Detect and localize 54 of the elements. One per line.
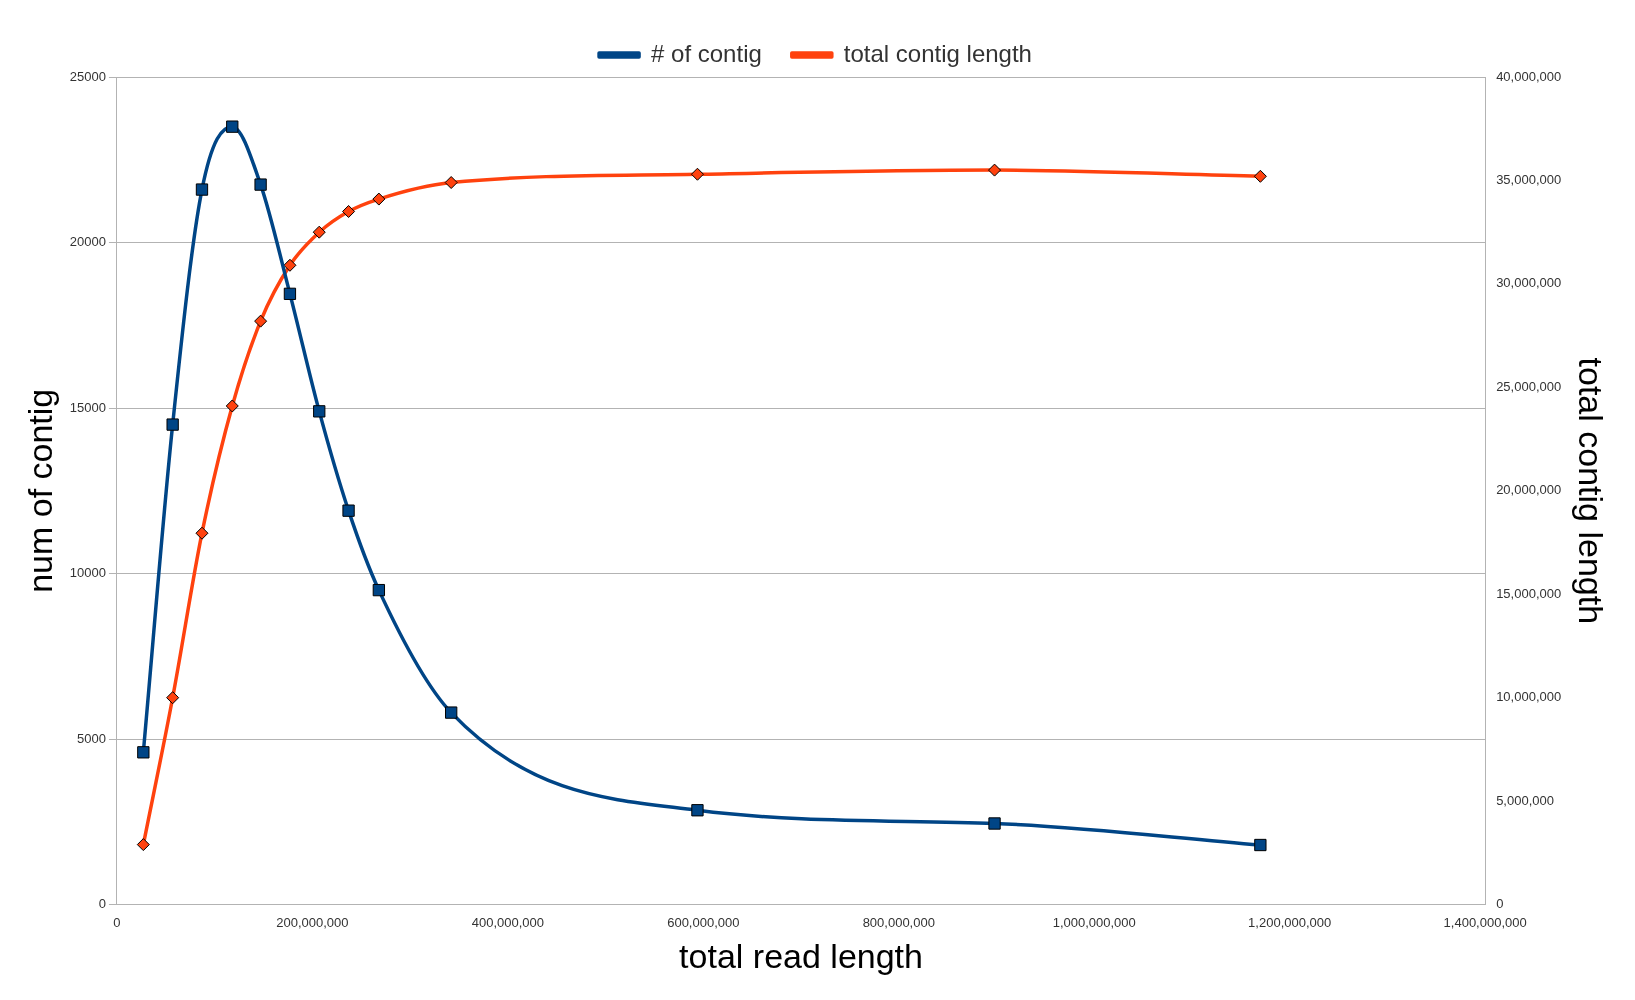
y-tick-label: 25000 [69,68,106,84]
point [312,225,326,239]
point [166,691,180,705]
legend-label: # of contig [651,39,762,67]
point [372,583,386,597]
point [254,178,267,191]
point [225,399,239,413]
y2-tick-label: 40,000,000 [1496,68,1562,84]
x-tick-label: 1,200,000,000 [1248,914,1332,930]
y2-tick-label: 5,000,000 [1496,792,1554,808]
x-tick-label: 200,000,000 [276,914,349,930]
point [283,258,297,272]
point [137,746,150,759]
y2-tick-label: 10,000,000 [1496,689,1562,705]
point [342,504,355,517]
y-tick-label: 15000 [69,399,106,415]
y2-tick-label: 35,000,000 [1496,172,1562,188]
x-tick-label: 1,400,000,000 [1443,914,1527,930]
x-tick-label: 1,000,000,000 [1052,914,1136,930]
point [988,163,1002,177]
y2-tick-label: 30,000,000 [1496,275,1562,291]
point [444,176,458,190]
y2-axis-title: total contig length [1572,357,1611,625]
y2-tick-label: 20,000,000 [1496,482,1562,498]
point [445,706,458,719]
y-tick-label: 10000 [69,565,106,581]
y2-tick-label: 25,000,000 [1496,378,1562,394]
legend-label: total contig length [843,39,1032,67]
point [226,120,239,133]
point [313,405,326,418]
point [342,204,356,218]
x-tick-label: 600,000,000 [667,914,740,930]
y-tick-label: 20000 [69,234,106,250]
point [690,167,704,181]
y-axis-title: num of contig [20,388,59,593]
x-tick-label: 0 [113,914,121,930]
x-tick-label: 800,000,000 [862,914,935,930]
x-tick-label: 400,000,000 [471,914,545,930]
point [372,192,386,206]
point [136,838,150,852]
point [166,418,179,431]
point [1253,169,1267,183]
point [195,526,209,540]
y2-tick-label: 0 [1496,896,1504,912]
point [195,183,209,196]
point [1254,838,1267,852]
point [988,817,1001,830]
y-tick-label: 5000 [77,730,106,746]
point [254,314,268,328]
point [691,804,704,817]
y-tick-label: 0 [98,896,106,912]
x-axis-title: total read length [679,936,923,975]
point [283,287,297,300]
y2-tick-label: 15,000,000 [1496,585,1562,601]
